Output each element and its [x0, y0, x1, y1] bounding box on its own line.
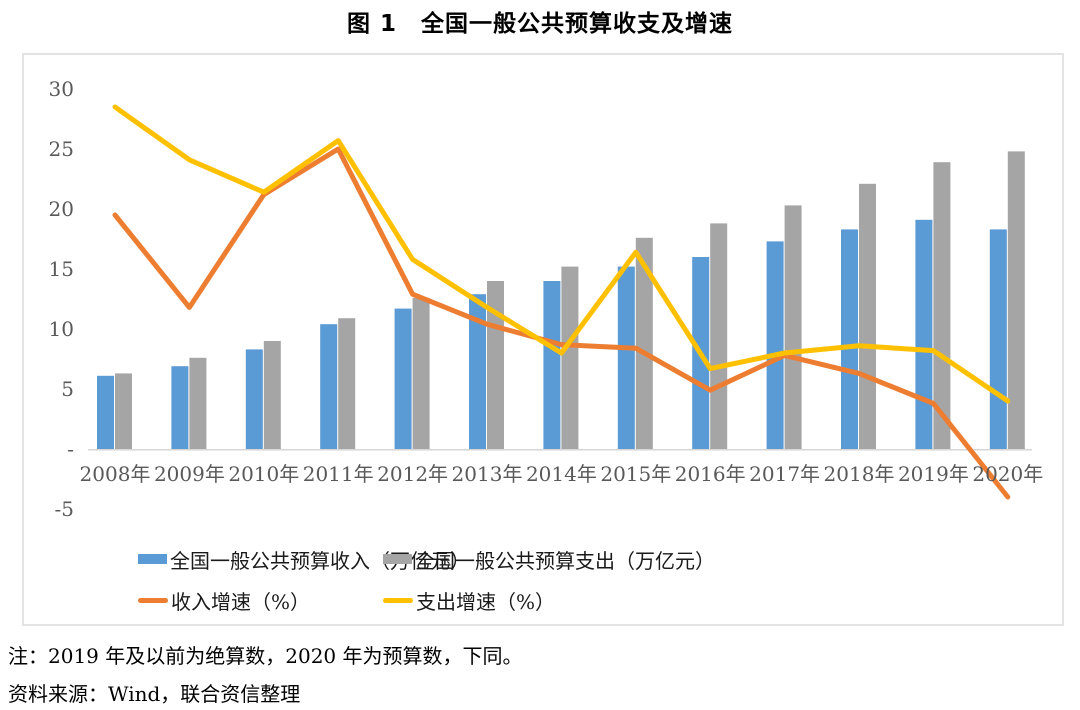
legend-label-expenditure-growth: 支出增速（%） — [416, 589, 556, 614]
legend-label-revenue-bar: 全国一般公共预算收入（万亿元） — [170, 548, 470, 573]
figure-source: 资料来源：Wind，联合资信整理 — [8, 682, 301, 706]
expenditure-bar — [784, 205, 802, 449]
revenue-bar — [766, 241, 784, 449]
y-tick-label: 5 — [61, 377, 74, 401]
revenue-bar-swatch — [138, 554, 167, 564]
x-tick-label: 2015年 — [600, 462, 671, 486]
expenditure-bar — [1007, 151, 1025, 449]
y-tick-label: 20 — [49, 197, 74, 221]
expenditure-bar — [859, 183, 876, 450]
y-tick-label: - — [67, 437, 74, 461]
expenditure-bar — [710, 223, 728, 449]
legend-label-expenditure-bar: 全国一般公共预算支出（万亿元） — [415, 548, 715, 573]
x-tick-label: 2017年 — [749, 462, 820, 486]
revenue-bar — [543, 281, 561, 449]
x-tick-label: 2009年 — [154, 462, 225, 486]
expenditure-bar — [115, 373, 132, 449]
revenue-bar — [97, 375, 114, 449]
x-tick-label: 2010年 — [228, 462, 299, 486]
y-tick-label: 10 — [49, 317, 74, 341]
x-tick-label: 2011年 — [303, 462, 374, 486]
revenue-bar — [617, 266, 635, 449]
expenditure-bar — [561, 266, 579, 449]
legend-item-expenditure-bar: 全国一般公共预算支出（万亿元） — [383, 545, 715, 573]
x-tick-label: 2019年 — [898, 462, 969, 486]
revenue-growth-line-swatch — [138, 597, 168, 603]
chart-frame: 30 25 20 15 10 5- -5 2008年 2009年 2010年 2011年 2012年 2… — [22, 53, 1064, 626]
expenditure-bar — [263, 341, 281, 449]
x-tick-label: 2013年 — [452, 462, 523, 486]
revenue-bar — [841, 229, 858, 449]
revenue-bar — [394, 308, 412, 449]
figure-note: 注：2019 年及以前为绝算数，2020 年为预算数，下同。 — [8, 644, 523, 668]
expenditure-bar-swatch — [383, 554, 412, 564]
x-tick-label: 2018年 — [824, 462, 895, 486]
legend: 全国一般公共预算收入（万亿元） 全国一般公共预算支出（万亿元） 收入增速（%） … — [24, 55, 1062, 624]
expenditure-growth-line-swatch — [383, 597, 413, 603]
y-tick-label: -5 — [55, 497, 74, 521]
legend-item-revenue-bar: 全国一般公共预算收入（万亿元） — [138, 545, 470, 573]
x-tick-label: 2008年 — [80, 462, 151, 486]
revenue-bar — [469, 294, 486, 449]
revenue-bar — [320, 324, 338, 449]
expenditure-bar — [189, 357, 207, 449]
y-tick-label: 15 — [49, 257, 74, 281]
revenue-bar — [915, 219, 933, 449]
x-tick-label: 2014年 — [526, 462, 597, 486]
expenditure-bar — [338, 318, 356, 449]
expenditure-growth-line — [112, 104, 1011, 404]
expenditure-bar — [635, 237, 653, 449]
y-tick-label: 30 — [49, 77, 74, 101]
y-tick-label: 25 — [49, 137, 74, 161]
legend-label-revenue-growth: 收入增速（%） — [171, 589, 311, 614]
x-tick-label: 2016年 — [675, 462, 746, 486]
revenue-bar — [171, 366, 189, 449]
legend-item-revenue-growth: 收入增速（%） — [138, 586, 310, 614]
x-tick-label: 2012年 — [377, 462, 448, 486]
legend-item-expenditure-growth: 支出增速（%） — [383, 586, 555, 614]
revenue-bar — [245, 349, 263, 449]
expenditure-bar — [933, 162, 951, 449]
figure-title: 图 1 全国一般公共预算收支及增速 — [346, 11, 733, 37]
x-tick-label: 2020年 — [972, 462, 1043, 486]
expenditure-bar — [412, 297, 430, 449]
